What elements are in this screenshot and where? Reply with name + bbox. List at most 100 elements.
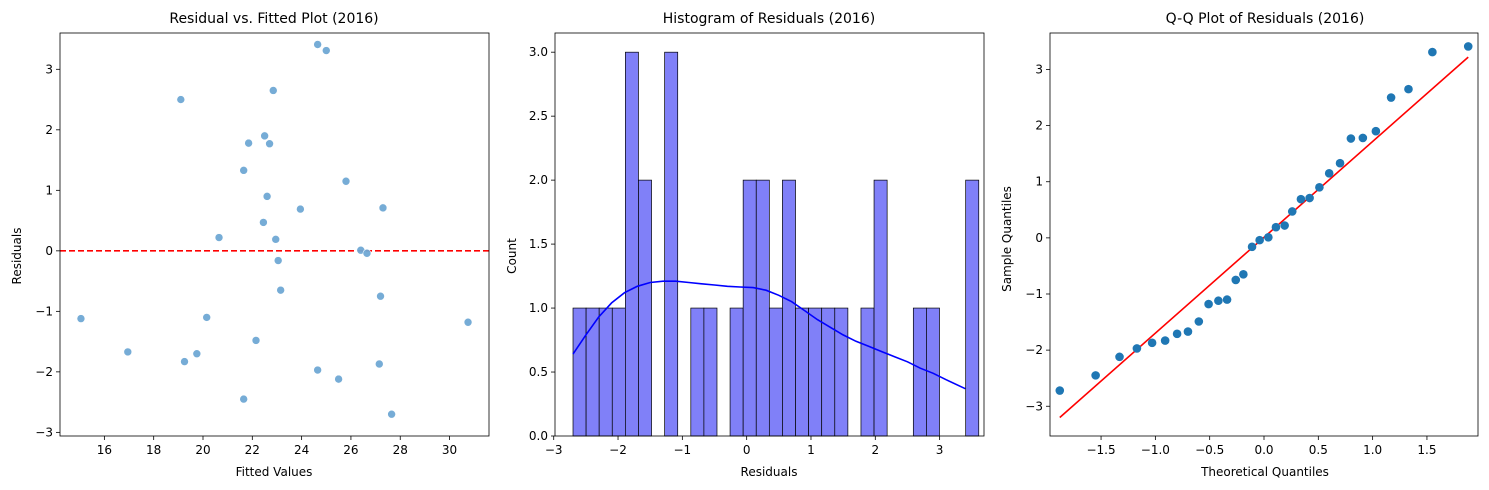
residual-point [180, 357, 189, 366]
residual-vs-fitted-xtick-label: 22 [245, 443, 260, 457]
histogram-bar [690, 307, 705, 437]
histogram-kde [572, 280, 966, 390]
histogram-ytick-label: 2.5 [529, 109, 548, 123]
histogram-bar [611, 307, 626, 437]
histogram-bar [585, 307, 600, 437]
residual-vs-fitted-ytick-label: −2 [35, 365, 53, 379]
residual-point [463, 317, 473, 327]
residual-point [321, 46, 331, 55]
histogram-bar [572, 307, 587, 437]
residual-point [239, 166, 248, 175]
qq-point [1255, 235, 1264, 245]
residual-point [251, 336, 261, 345]
qq-plot-ytick-label: 2 [1035, 119, 1043, 133]
residual-point [244, 138, 253, 148]
residual-vs-fitted-xtick-label: 28 [393, 443, 408, 457]
qq-plot-refline-layer [1059, 56, 1469, 419]
residual-vs-fitted-xlabel: Fitted Values [236, 465, 313, 479]
residual-vs-fitted-panel: Residual vs. Fitted Plot (2016) Fitted V… [10, 11, 490, 479]
histogram-bar [965, 179, 980, 437]
qq-point [1324, 169, 1334, 178]
kde-curve [572, 280, 966, 390]
residual-vs-fitted-ytick-label: 0 [45, 244, 53, 258]
qq-plot-xtick-label: −1.5 [1086, 443, 1115, 457]
histogram-bar [755, 179, 770, 437]
qq-point [1183, 327, 1193, 336]
residual-point [260, 131, 269, 141]
qq-point [1287, 207, 1297, 216]
qq-plot-xtick-label: −1.0 [1141, 443, 1170, 457]
qq-point [1371, 126, 1381, 136]
qq-point [1055, 386, 1065, 395]
residual-point [259, 218, 268, 227]
qq-plot-ytick-label: 0 [1035, 231, 1043, 245]
residual-vs-fitted-xtick-label: 20 [195, 443, 210, 457]
residual-point [192, 349, 202, 359]
qq-point [1386, 93, 1396, 102]
histogram-bar [782, 179, 796, 437]
residual-point [341, 176, 351, 186]
residual-vs-fitted-ytick-label: −3 [35, 425, 53, 439]
histogram-bars [572, 51, 980, 437]
histogram-bar [742, 179, 757, 437]
qq-point [1264, 233, 1273, 242]
qq-point [1305, 193, 1314, 203]
qq-plot-ytick-label: −3 [1025, 399, 1043, 413]
histogram-xtick-label: 1 [807, 443, 815, 457]
qq-point [1358, 133, 1368, 143]
histogram-xlabel: Residuals [741, 465, 798, 479]
qq-plot-ytick-label: 1 [1035, 175, 1043, 189]
qq-point [1335, 158, 1345, 168]
histogram-bar [834, 307, 849, 437]
qq-point [1147, 338, 1157, 348]
qq-point [1222, 295, 1232, 304]
qq-plot-ytick-label: −1 [1025, 287, 1043, 301]
residual-point [374, 359, 384, 369]
histogram-title: Histogram of Residuals (2016) [663, 11, 875, 27]
residual-vs-fitted-ytick-label: 3 [45, 62, 53, 76]
histogram-bar [598, 307, 613, 437]
qq-point [1132, 344, 1142, 353]
residual-vs-fitted-points [76, 40, 473, 419]
residual-vs-fitted-ytick-label: 2 [45, 123, 53, 137]
histogram-xtick-label: 0 [743, 443, 751, 457]
residual-point [123, 347, 133, 357]
qq-plot-ticks: −1.5 −1.0 −0.5 0.0 0.5 1.0 1.5 −3 −2 −1 0 1 2 3 [1025, 62, 1436, 457]
residual-point [334, 374, 343, 384]
histogram-ticks: −3 −2 −1 0 1 2 3 0.0 0.5 1.0 1.5 2.0 2.5 3.0 [529, 45, 944, 457]
residual-point [378, 203, 388, 213]
histogram-xtick-label: 3 [936, 443, 944, 457]
histogram-ylabel: Count [505, 238, 519, 274]
qq-point [1204, 299, 1213, 309]
histogram-frame [554, 32, 985, 437]
residual-point [276, 285, 285, 295]
histogram-bar [808, 307, 823, 437]
histogram-xtick-label: −2 [609, 443, 627, 457]
histogram-bar [860, 307, 875, 437]
qq-point [1172, 329, 1182, 339]
qq-plot-ytick-label: −2 [1025, 343, 1043, 357]
residual-point [265, 139, 274, 149]
histogram-bar [795, 307, 809, 437]
qq-point [1214, 296, 1223, 306]
residual-point [262, 192, 272, 201]
qq-point [1115, 352, 1124, 362]
residual-vs-fitted-xtick-label: 18 [146, 443, 161, 457]
histogram-panel: Histogram of Residuals (2016) Residuals … [505, 11, 985, 479]
residual-point [296, 204, 305, 214]
qq-point [1194, 317, 1204, 326]
residual-point [176, 95, 186, 104]
residual-vs-fitted-xtick-label: 26 [343, 443, 358, 457]
histogram-xtick-label: 2 [871, 443, 879, 457]
histogram-bar [638, 179, 652, 437]
histogram-bar [625, 51, 639, 437]
residual-point [376, 291, 385, 301]
residual-point [313, 40, 322, 49]
residual-point [313, 365, 322, 375]
qq-point [1239, 270, 1248, 279]
qq-plot-panel: Q-Q Plot of Residuals (2016) Theoretical… [1000, 11, 1479, 479]
qq-point [1231, 275, 1241, 285]
histogram-bar [664, 51, 679, 437]
residual-point [76, 314, 86, 323]
